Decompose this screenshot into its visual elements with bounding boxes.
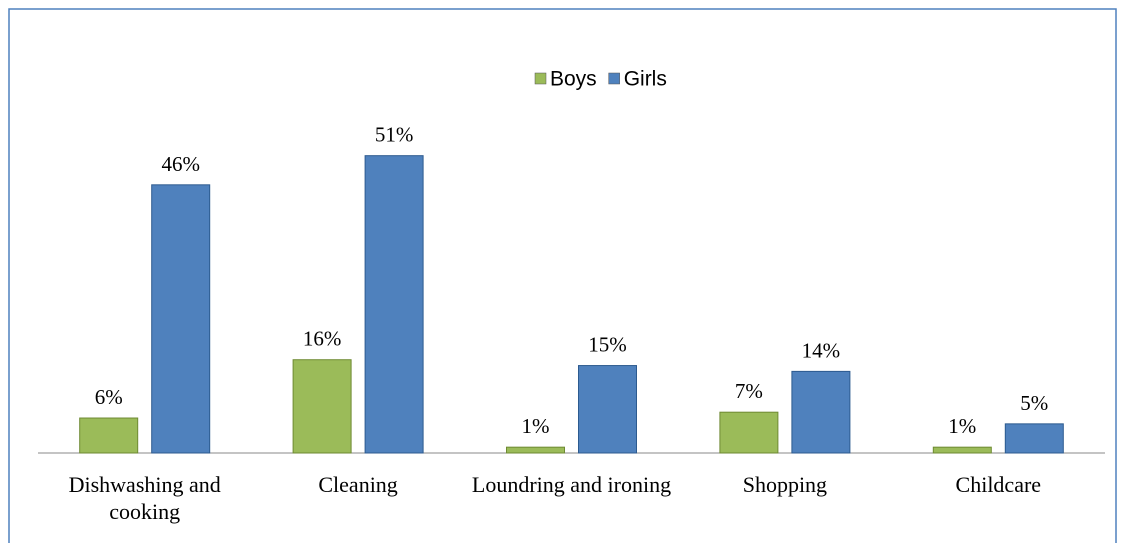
data-label: 14% xyxy=(802,338,841,362)
bar xyxy=(364,155,424,454)
bar xyxy=(578,365,637,454)
bar xyxy=(719,411,779,454)
data-label: 6% xyxy=(95,385,123,409)
x-tick-label: Dishwashing and cooking xyxy=(68,472,221,524)
data-label: 51% xyxy=(375,123,414,147)
bar xyxy=(932,446,992,454)
bar xyxy=(1004,423,1064,454)
x-tick-label: Cleaning xyxy=(318,472,398,497)
data-label: 16% xyxy=(303,327,342,351)
data-label: 1% xyxy=(522,414,550,438)
bar xyxy=(791,370,851,454)
legend-swatch xyxy=(534,72,547,85)
data-label: 7% xyxy=(735,379,763,403)
legend-swatch xyxy=(608,72,620,85)
bar xyxy=(506,446,565,454)
data-label: 1% xyxy=(948,414,976,438)
x-tick-label: Loundring and ironing xyxy=(471,472,672,497)
data-label: 15% xyxy=(588,333,627,357)
bar xyxy=(151,184,211,454)
bar xyxy=(292,359,352,454)
legend-label: Girls xyxy=(624,68,667,91)
data-label: 46% xyxy=(161,152,200,176)
x-tick-label: Shopping xyxy=(742,472,828,497)
data-label: 5% xyxy=(1020,391,1048,415)
bar xyxy=(79,417,139,454)
x-tick-label: Childcare xyxy=(955,472,1042,497)
legend-label: Boys xyxy=(550,68,597,91)
frame xyxy=(8,8,1117,543)
